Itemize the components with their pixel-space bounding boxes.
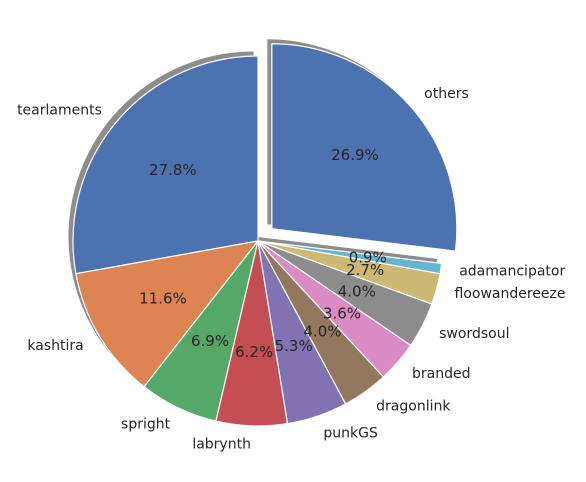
percent-label-dragonlink: 4.0% <box>303 322 341 340</box>
pie-slices <box>72 43 458 427</box>
slice-labels: tearlaments kashtira spright labrynth punkGS… <box>17 86 565 453</box>
slice-label-dragonlink: dragonlink <box>376 399 451 415</box>
percent-label-floowandereeze: 2.7% <box>346 261 384 279</box>
slice-others <box>271 43 458 252</box>
slice-label-floowandereeze: floowandereeze <box>455 286 566 302</box>
slice-label-kashtira: kashtira <box>27 338 83 354</box>
slice-label-spright: spright <box>121 417 171 433</box>
slice-kashtira <box>75 240 259 388</box>
slice-tearlaments <box>72 55 259 275</box>
percent-label-kashtira: 11.6% <box>139 289 187 307</box>
percent-label-spright: 6.9% <box>191 332 229 350</box>
percent-label-labrynth: 6.2% <box>235 343 273 361</box>
percent-labels: 27.8%11.6%6.9%6.2% 5.3%4.0%3.6%4.0%2.7%0.… <box>139 146 387 361</box>
percent-label-adamancipator: 0.9% <box>349 249 387 267</box>
percent-label-swordsoul: 4.0% <box>338 283 376 301</box>
slice-label-branded: branded <box>412 366 470 382</box>
slice-adamancipator <box>257 240 443 275</box>
slice-label-labrynth: labrynth <box>192 436 251 452</box>
slice-label-adamancipator: adamancipator <box>459 263 565 279</box>
percent-label-branded: 3.6% <box>323 305 361 323</box>
slice-label-tearlaments: tearlaments <box>17 102 102 118</box>
percent-label-punkgs: 5.3% <box>275 337 313 355</box>
slice-label-punkgs: punkGS <box>323 426 378 442</box>
percent-label-others: 26.9% <box>331 146 379 164</box>
percent-label-tearlaments: 27.8% <box>149 161 197 179</box>
slice-label-others: others <box>424 86 469 102</box>
slice-label-swordsoul: swordsoul <box>439 326 509 342</box>
